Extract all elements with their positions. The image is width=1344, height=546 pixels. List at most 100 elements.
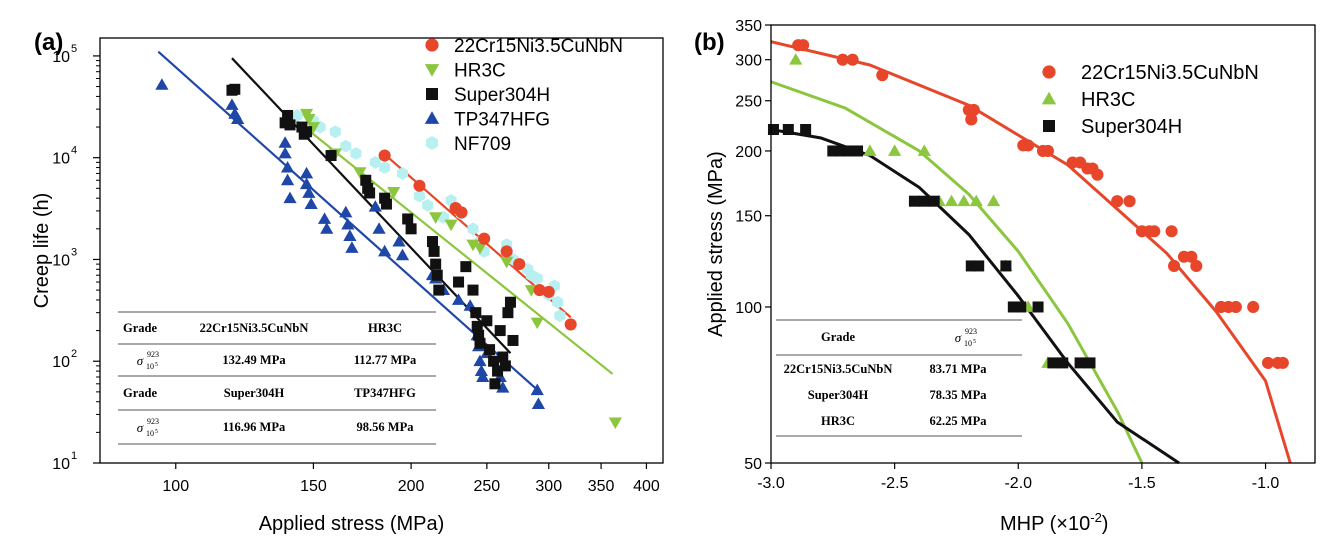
legend-marker-a-1	[424, 64, 440, 77]
x-tick-label-a-5: 350	[588, 478, 615, 495]
data-point-a-3-17	[343, 229, 357, 241]
table-cell-b-1-0: Super304H	[808, 388, 869, 402]
data-point-b-2-12	[1000, 260, 1012, 272]
table-cell-a-1-2: 112.77 MPa	[354, 353, 417, 367]
data-point-b-2-14	[1015, 301, 1027, 313]
data-point-a-3-21	[378, 244, 392, 257]
data-point-b-1-0	[789, 53, 803, 65]
data-point-a-3-13	[317, 212, 332, 224]
x-tick-label-b-4: -1.0	[1252, 475, 1280, 492]
data-point-b-2-17	[1057, 357, 1069, 369]
fit-curve-b-1	[770, 80, 1144, 464]
data-point-a-3-15	[339, 205, 353, 218]
panel-label-a: (a)	[34, 29, 63, 56]
data-point-a-2-36	[502, 307, 514, 319]
data-point-a-3-12	[304, 197, 318, 210]
data-point-a-4-10	[422, 198, 434, 212]
x-tick-label-a-6: 400	[633, 478, 660, 495]
data-point-a-2-9	[360, 174, 372, 186]
x-tick-label-a-0: 100	[162, 478, 189, 495]
data-point-a-2-26	[473, 329, 485, 341]
data-point-b-1-1	[863, 144, 877, 156]
x-tick-label-b-2: -2.0	[1004, 475, 1032, 492]
data-point-a-4-26	[554, 309, 566, 323]
data-point-a-3-11	[302, 186, 316, 198]
data-point-a-0-0	[378, 149, 391, 162]
y-tick-label-a-0: 10	[52, 456, 70, 473]
legend-label-b-0: 22Cr15Ni3.5CuNbN	[1081, 62, 1259, 84]
data-point-a-2-12	[379, 192, 391, 204]
table-sigma-sub-a-3: 10	[146, 429, 154, 438]
x-tick-label-a-1: 150	[300, 478, 327, 495]
data-point-b-1-5	[944, 194, 959, 207]
data-point-a-2-29	[484, 344, 496, 356]
data-point-b-0-16	[1091, 168, 1104, 181]
table-cell-a-2-0: Grade	[123, 386, 157, 400]
data-point-b-1-3	[917, 144, 931, 156]
table-sigma-sup-a-3: 923	[147, 417, 159, 426]
data-point-a-3-16	[341, 218, 355, 230]
legend-label-a-3: TP347HFG	[454, 110, 550, 131]
data-point-b-0-2	[836, 53, 849, 66]
data-point-a-1-7	[444, 219, 458, 232]
x-axis-label-b: MHP (×10-2)	[1000, 510, 1108, 535]
data-point-a-3-7	[280, 173, 295, 186]
data-point-a-3-27	[451, 293, 466, 305]
data-point-b-2-7	[908, 195, 920, 207]
data-point-a-2-38	[507, 334, 519, 346]
data-point-b-1-2	[888, 144, 902, 156]
data-point-a-2-13	[380, 198, 392, 210]
data-point-a-2-25	[471, 320, 483, 332]
table-sigma-subexp-a-1: 5	[155, 362, 158, 368]
data-point-a-1-5	[387, 187, 401, 199]
y-tick-label-a-4: 10	[52, 49, 70, 66]
data-point-a-2-30	[488, 355, 500, 367]
data-point-a-4-22	[531, 272, 543, 285]
data-point-a-2-22	[460, 261, 472, 273]
data-point-a-2-37	[504, 296, 516, 308]
table-sigma-subexp-a-3: 5	[155, 429, 158, 435]
x-axis-label-a: Applied stress (MPa)	[259, 513, 445, 535]
legend-marker-a-2	[426, 88, 438, 100]
data-point-b-2-19	[1084, 357, 1096, 369]
data-point-a-0-9	[564, 318, 577, 331]
data-point-b-2-10	[965, 260, 977, 272]
data-point-a-4-5	[350, 147, 362, 160]
data-point-a-2-14	[402, 213, 414, 225]
data-point-a-1-9	[473, 242, 487, 255]
y-tick-label-b-4: 250	[735, 94, 762, 111]
data-point-a-1-13	[608, 417, 622, 430]
panel-label-b: (b)	[694, 29, 725, 56]
data-point-a-4-25	[552, 295, 564, 309]
y-axis-label-b: Applied stress (MPa)	[705, 151, 727, 337]
data-point-b-0-3	[846, 53, 859, 66]
data-point-a-4-0	[291, 109, 303, 122]
plot-frame-b	[770, 24, 1316, 464]
table-cell-b-2-1: 62.25 MPa	[930, 414, 988, 428]
data-point-a-2-33	[494, 325, 506, 337]
data-point-a-2-3	[282, 109, 294, 121]
data-point-a-0-8	[542, 285, 555, 298]
data-point-a-2-27	[474, 337, 486, 349]
table-sigma-sub-a-1: 10	[146, 362, 154, 371]
data-point-b-1-6	[957, 194, 971, 207]
data-point-a-2-34	[497, 351, 509, 363]
x-tick-label-b-0: -3.0	[757, 475, 785, 492]
data-point-a-3-3	[231, 112, 245, 124]
data-point-a-3-14	[320, 222, 334, 234]
legend-label-b-2: Super304H	[1081, 116, 1182, 138]
data-point-b-0-33	[1276, 356, 1289, 369]
x-tick-label-b-1: -2.5	[881, 475, 909, 492]
data-point-a-2-32	[492, 365, 504, 377]
table-header-sigma-sub-b: 10	[964, 339, 972, 348]
legend-marker-b-0	[1042, 65, 1056, 79]
table-cell-b-2-0: HR3C	[821, 414, 855, 428]
data-point-a-2-18	[430, 258, 442, 270]
y-tick-label-b-3: 200	[735, 144, 762, 161]
data-point-b-2-4	[834, 145, 846, 157]
fit-line-a-1	[289, 114, 614, 375]
table-cell-a-1-1: 132.49 MPa	[222, 353, 286, 367]
data-point-b-2-8	[918, 195, 930, 207]
data-point-b-2-9	[928, 195, 940, 207]
